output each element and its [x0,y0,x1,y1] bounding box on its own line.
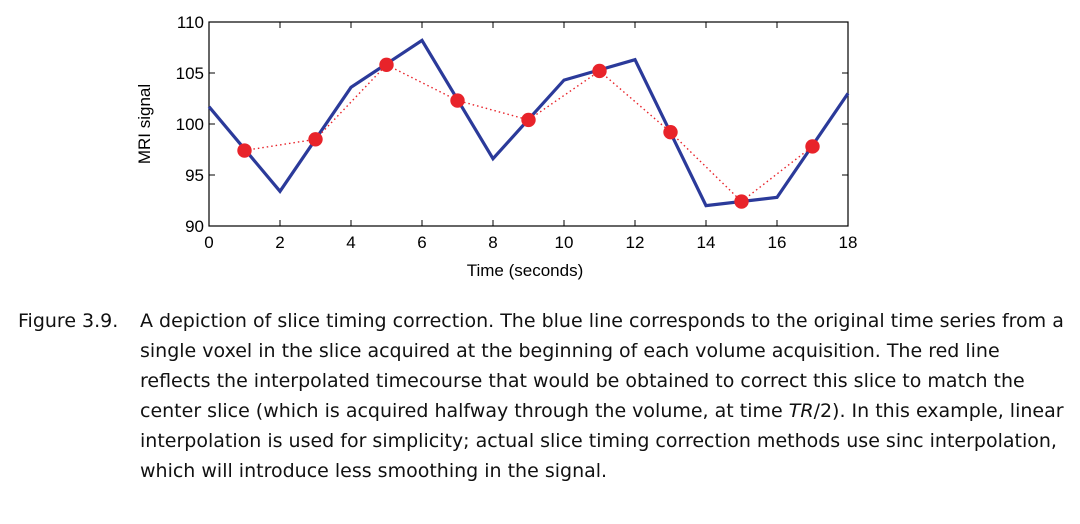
y-tick-label: 110 [177,13,204,32]
x-tick-label: 14 [697,233,716,252]
y-tick-label: 105 [176,64,204,83]
caption-text-italic: TR [788,400,814,422]
plot-area: 0 2 4 6 8 10 12 14 16 18 90 95 100 105 110 [176,13,858,252]
x-tick-label: 10 [555,233,574,252]
caption-text-before: A depiction of slice timing correction. … [140,310,1064,422]
x-tick-label: 16 [768,233,787,252]
interpolated-data-point [237,143,252,158]
y-axis-title: MRI signal [135,84,154,164]
y-tick-label: 95 [185,166,204,185]
interpolated-data-point [592,63,607,79]
figure-caption-text: A depiction of slice timing correction. … [140,306,1068,486]
x-tick-label: 4 [346,233,355,252]
slice-timing-chart: 0 2 4 6 8 10 12 14 16 18 90 95 100 105 110 Time (secon… [135,13,858,280]
interpolated-data-point [450,93,465,108]
figure-label: Figure 3.9. [18,310,119,332]
interpolated-data-point [805,139,820,154]
y-tick-label: 90 [185,217,204,236]
interpolated-data-point [308,132,323,147]
x-axis-title: Time (seconds) [467,261,584,280]
interpolated-data-point [734,194,749,209]
interpolated-data-point [663,124,678,140]
x-tick-label: 2 [275,233,284,252]
interpolated-data-point [521,112,536,128]
caption-text-after: /2). In this example, linear interpolati… [140,400,1064,482]
x-tick-label: 6 [417,233,426,252]
y-tick-label: 100 [176,115,204,134]
x-tick-label: 12 [626,233,645,252]
x-tick-label: 18 [839,233,858,252]
x-tick-label: 8 [488,233,497,252]
x-tick-label: 0 [204,233,213,252]
interpolated-series-line [244,63,813,203]
interpolated-data-point [379,57,394,73]
figure-caption: Figure 3.9. A depiction of slice timing … [18,306,1068,486]
